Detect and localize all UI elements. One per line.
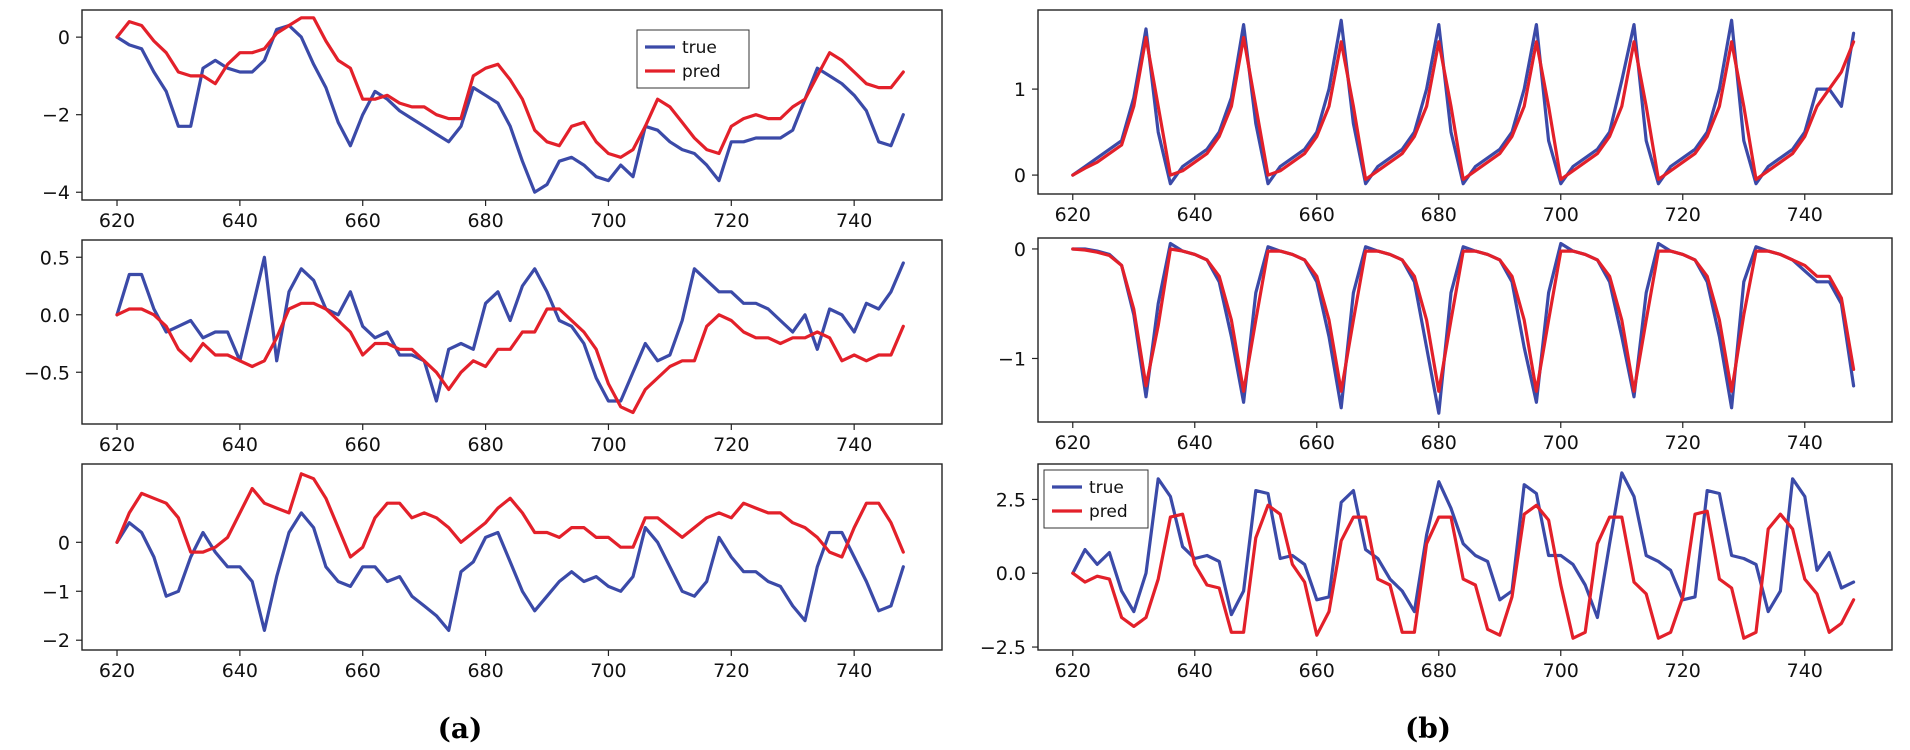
x-tick-label: 720 xyxy=(713,434,749,456)
y-tick-label: −4 xyxy=(42,182,70,204)
x-tick-label: 680 xyxy=(1421,204,1457,226)
series-line-pred xyxy=(1071,35,1856,181)
x-tick-label: 620 xyxy=(99,434,135,456)
panel-a-middle-plot: 620 640 660 680 700 720 740 0.5 0.0 −0.5 xyxy=(24,239,943,456)
panel-b-top-plot: 620 640 660 680 700 720 740 1 0 xyxy=(1014,9,1893,226)
axes-frame xyxy=(1037,237,1893,423)
y-tick-label: 1 xyxy=(1014,79,1026,101)
y-tick-label: 0.0 xyxy=(996,563,1026,585)
y-tick-label: 0 xyxy=(1014,165,1026,187)
x-tick-label: 660 xyxy=(345,434,381,456)
axes-frame xyxy=(1037,9,1893,195)
caption-b: (b) xyxy=(1405,712,1451,745)
legend-label-true: true xyxy=(1089,478,1124,498)
x-tick-label: 720 xyxy=(713,210,749,232)
x-tick-label: 660 xyxy=(1299,660,1335,682)
x-tick-label: 700 xyxy=(590,434,626,456)
series-line-pred xyxy=(1071,247,1856,393)
x-tick-label: 700 xyxy=(590,660,626,682)
panel-b-middle-plot: 620 640 660 680 700 720 740 0 −1 xyxy=(998,237,1893,454)
x-tick-label: 620 xyxy=(1055,660,1091,682)
series-line-true xyxy=(115,511,905,632)
x-tick-label: 740 xyxy=(1787,204,1823,226)
y-tick-label: −2.5 xyxy=(980,637,1026,659)
legend-label-true: true xyxy=(682,38,717,58)
x-tick-label: 720 xyxy=(1665,432,1701,454)
legend-box xyxy=(636,29,750,89)
x-tick-label: 700 xyxy=(590,210,626,232)
y-tick-label: 0 xyxy=(1014,239,1026,261)
x-tick-label: 640 xyxy=(1177,660,1213,682)
x-tick-label: 620 xyxy=(1055,432,1091,454)
x-tick-label: 740 xyxy=(1787,432,1823,454)
legend: true pred xyxy=(636,29,750,89)
y-tick-label: −1 xyxy=(42,581,70,603)
y-tick-label: −0.5 xyxy=(24,362,70,384)
x-tick-label: 620 xyxy=(99,660,135,682)
x-tick-label: 640 xyxy=(1177,432,1213,454)
x-tick-label: 620 xyxy=(99,210,135,232)
x-tick-label: 640 xyxy=(222,434,258,456)
legend-label-pred: pred xyxy=(1089,502,1128,522)
axes-frame xyxy=(81,239,943,425)
series-line-true xyxy=(1071,241,1856,415)
y-tick-label: 2.5 xyxy=(996,489,1026,511)
series-line-pred xyxy=(115,301,905,415)
axes-frame xyxy=(81,463,943,651)
y-tick-label: −2 xyxy=(42,105,70,127)
y-tick-label: −1 xyxy=(998,348,1026,370)
x-tick-label: 680 xyxy=(1421,660,1457,682)
x-tick-label: 740 xyxy=(836,210,872,232)
x-tick-label: 680 xyxy=(1421,432,1457,454)
x-tick-label: 640 xyxy=(1177,204,1213,226)
series-line-pred xyxy=(1071,503,1856,640)
series-line-true xyxy=(1071,18,1856,186)
x-tick-label: 740 xyxy=(836,660,872,682)
x-tick-label: 720 xyxy=(1665,660,1701,682)
y-tick-label: 0 xyxy=(58,532,70,554)
x-tick-label: 700 xyxy=(1543,660,1579,682)
series-line-true xyxy=(115,23,905,194)
legend-label-pred: pred xyxy=(682,62,721,82)
x-tick-label: 640 xyxy=(222,210,258,232)
y-tick-label: 0.5 xyxy=(40,247,70,269)
legend: true pred xyxy=(1043,469,1149,529)
x-tick-label: 640 xyxy=(222,660,258,682)
panel-b-bottom-plot: 620 640 660 680 700 720 740 2.5 0.0 −2.5 true pred xyxy=(980,463,1893,682)
y-tick-label: 0 xyxy=(58,27,70,49)
x-tick-label: 720 xyxy=(1665,204,1701,226)
series-line-pred xyxy=(115,472,905,559)
x-tick-label: 740 xyxy=(1787,660,1823,682)
caption-a: (a) xyxy=(438,712,483,745)
x-tick-label: 660 xyxy=(1299,204,1335,226)
y-tick-label: −2 xyxy=(42,630,70,652)
y-tick-label: 0.0 xyxy=(40,305,70,327)
panel-a-bottom-plot: 620 640 660 680 700 720 740 0 −1 −2 xyxy=(42,463,943,682)
series-line-pred xyxy=(115,16,905,159)
x-tick-label: 740 xyxy=(836,434,872,456)
series-line-true xyxy=(115,255,905,403)
x-tick-label: 660 xyxy=(1299,432,1335,454)
x-tick-label: 620 xyxy=(1055,204,1091,226)
legend-box xyxy=(1043,469,1149,529)
series-line-true xyxy=(1071,471,1856,620)
x-tick-label: 660 xyxy=(345,210,381,232)
x-tick-label: 700 xyxy=(1543,432,1579,454)
panel-a-top-plot: 620 640 660 680 700 720 740 0 −2 −4 true pred xyxy=(42,9,943,232)
x-tick-label: 680 xyxy=(467,210,503,232)
axes-frame xyxy=(81,9,943,201)
x-tick-label: 680 xyxy=(467,434,503,456)
x-tick-label: 700 xyxy=(1543,204,1579,226)
x-tick-label: 660 xyxy=(345,660,381,682)
x-tick-label: 720 xyxy=(713,660,749,682)
x-tick-label: 680 xyxy=(467,660,503,682)
axes-frame xyxy=(1037,463,1893,651)
